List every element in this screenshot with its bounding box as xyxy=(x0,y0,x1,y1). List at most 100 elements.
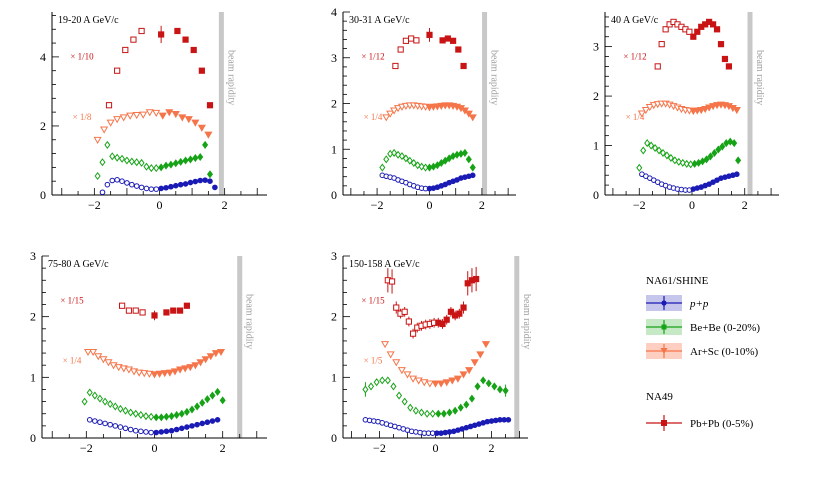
point-bebe xyxy=(496,385,503,394)
y-tick-label: 3 xyxy=(331,249,337,263)
point-arsc xyxy=(382,114,391,122)
point-bebe xyxy=(438,158,445,168)
point-bebe xyxy=(192,154,199,163)
point-pbpb xyxy=(694,28,701,35)
point-pp xyxy=(92,418,98,424)
point-pp xyxy=(199,420,206,427)
point-bebe xyxy=(474,382,481,391)
point-bebe xyxy=(652,143,659,153)
point-bebe xyxy=(465,155,472,164)
point-bebe xyxy=(711,148,718,157)
x-tick-label: 0 xyxy=(152,441,158,455)
point-bebe xyxy=(502,386,509,395)
point-pp xyxy=(173,426,180,433)
point-arsc xyxy=(206,353,215,361)
point-pp xyxy=(168,183,174,190)
y-tick-label: 2 xyxy=(331,97,337,111)
point-pbpb xyxy=(132,307,139,314)
point-pp xyxy=(163,428,170,435)
point-bebe xyxy=(206,170,214,179)
point-pp xyxy=(197,177,204,184)
point-pbpb xyxy=(443,316,450,323)
legend-entry-bebe: Be+Be (0-20%) xyxy=(646,319,760,335)
point-bebe xyxy=(119,154,126,163)
point-bebe xyxy=(373,378,380,387)
panel-title: 19-20 A GeV/c xyxy=(58,15,119,26)
point-pp xyxy=(143,429,149,435)
point-pbpb xyxy=(190,46,197,54)
point-bebe xyxy=(429,409,436,418)
legend-marker-pbpb xyxy=(661,420,667,426)
point-arsc xyxy=(459,371,468,379)
point-pbpb xyxy=(460,62,467,70)
point-pbpb xyxy=(402,37,410,44)
legend: NA61/SHINE p+p Be+Be (0-20%) Ar+Sc (0-10… xyxy=(646,275,760,431)
x-tick-label: 2 xyxy=(222,198,228,212)
point-bebe xyxy=(99,158,106,167)
legend-label-pbpb: Pb+Pb (0-5%) xyxy=(690,418,754,430)
point-arsc xyxy=(468,114,477,122)
point-bebe xyxy=(391,148,398,157)
point-bebe xyxy=(480,376,487,385)
point-pp xyxy=(207,178,213,184)
point-arsc xyxy=(186,364,195,372)
scale-label-arsc: × 1/8 xyxy=(73,112,92,122)
point-pp xyxy=(158,185,164,192)
point-arsc xyxy=(465,367,474,375)
point-arsc xyxy=(645,104,654,112)
point-pbpb xyxy=(393,304,400,311)
point-pbpb xyxy=(170,307,177,314)
scale-label-arsc: × 1/5 xyxy=(364,355,383,365)
point-bebe xyxy=(109,152,116,161)
point-pbpb xyxy=(405,318,412,325)
point-bebe xyxy=(127,408,134,417)
point-pbpb xyxy=(717,41,725,48)
point-bebe xyxy=(219,396,226,405)
point-bebe xyxy=(418,408,425,417)
y-tick-label: 3 xyxy=(593,40,599,54)
point-pp xyxy=(143,185,150,192)
y-tick-label: 0 xyxy=(331,188,337,202)
scale-label-pbpb: × 1/12 xyxy=(361,52,384,62)
point-pbpb xyxy=(392,62,399,70)
point-pp xyxy=(734,171,740,178)
panel-title: 30-31 A GeV/c xyxy=(349,15,410,26)
point-bebe xyxy=(172,159,179,168)
point-arsc xyxy=(216,348,226,357)
point-arsc xyxy=(196,359,205,367)
point-pp xyxy=(117,424,124,430)
point-pbpb xyxy=(409,330,417,337)
point-pbpb xyxy=(198,67,205,74)
point-pp xyxy=(122,425,129,432)
y-tick-label: 1 xyxy=(331,370,337,384)
x-tick-label: −2 xyxy=(373,441,386,455)
point-pbpb xyxy=(138,27,145,35)
point-pp xyxy=(112,423,119,429)
x-tick-label: 2 xyxy=(742,198,748,212)
x-tick-label: −2 xyxy=(80,441,93,455)
point-bebe xyxy=(199,398,206,407)
point-pbpb xyxy=(119,302,126,309)
point-bebe xyxy=(435,409,442,418)
beam-rapidity-label: beam rapidity xyxy=(754,50,765,105)
legend-marker-arsc xyxy=(660,348,668,354)
scale-label-pbpb: × 1/10 xyxy=(70,52,94,62)
point-arsc xyxy=(170,368,180,376)
panel-title: 75-80 A GeV/c xyxy=(48,259,109,270)
point-bebe xyxy=(683,159,690,168)
scale-label-arsc: × 1/4 xyxy=(364,112,383,122)
point-pbpb xyxy=(654,63,661,70)
point-arsc xyxy=(145,109,154,117)
point-pp xyxy=(138,428,144,435)
point-bebe xyxy=(719,142,726,151)
y-tick-label: 2 xyxy=(40,119,46,133)
point-arsc xyxy=(464,110,473,118)
point-arsc xyxy=(437,380,446,388)
point-arsc xyxy=(83,348,93,357)
point-arsc xyxy=(409,375,418,383)
point-arsc xyxy=(126,112,135,120)
point-bebe xyxy=(123,156,130,165)
point-pp xyxy=(214,417,221,423)
point-bebe xyxy=(731,139,738,148)
